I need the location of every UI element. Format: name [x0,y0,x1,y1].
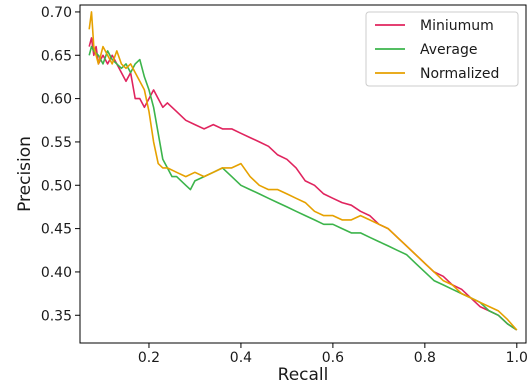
y-tick-label: 0.50 [41,178,72,194]
x-tick-label: 1.0 [506,350,527,366]
y-tick-label: 0.65 [41,48,72,64]
y-tick-label: 0.35 [41,308,72,324]
y-tick-label: 0.45 [41,222,72,238]
y-tick-label: 0.60 [41,92,72,108]
legend-label-average: Average [420,42,478,58]
series-line-normalized [88,11,518,331]
y-axis-label: Precision [15,136,35,212]
series-layer [88,11,518,331]
x-tick-label: 0.4 [230,350,252,366]
x-tick-label: 0.8 [414,350,436,366]
plot-frame [79,4,527,344]
x-tick-label: 0.2 [138,350,160,366]
legend-label-miniumum: Miniumum [420,18,494,34]
legend-label-normalized: Normalized [420,66,499,82]
y-tick-label: 0.70 [41,5,72,21]
legend-box [365,11,519,87]
x-axis-label: Recall [278,365,329,385]
y-tick-label: 0.40 [41,265,72,281]
series-line-average [88,45,518,331]
x-tick-label: 0.6 [322,350,344,366]
legend: Miniumum Average Normalized [365,11,519,87]
y-tick-label: 0.55 [41,135,72,151]
tick-layer: 0.2 0.4 0.6 0.8 1.0 0.35 0.40 0.45 0.50 0.55 0.60 0… [41,5,527,366]
